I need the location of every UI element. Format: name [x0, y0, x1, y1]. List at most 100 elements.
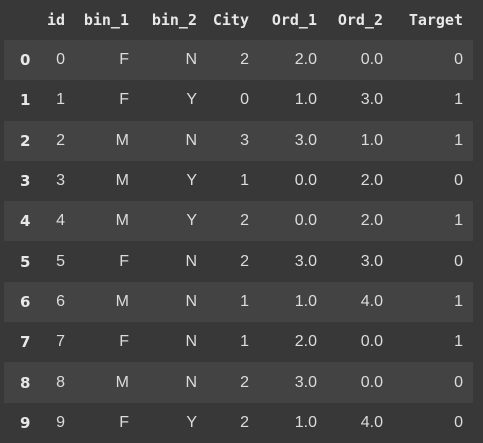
column-header: City	[212, 11, 249, 29]
row-index: 1	[20, 91, 31, 110]
row-index: 9	[20, 413, 31, 432]
table-cell: Y	[186, 413, 197, 431]
table-cell: 2.0	[294, 333, 317, 351]
table-cell: 1	[240, 292, 249, 310]
table-cell: 1	[454, 212, 463, 230]
table-row: 1 1 F Y 0 1.0 3.0 1	[4, 80, 473, 121]
column-header: Ord_2	[337, 11, 383, 29]
column-header: bin_2	[151, 11, 197, 29]
table-cell: N	[185, 252, 197, 270]
table-cell: 1	[56, 91, 65, 109]
table-cell: F	[119, 413, 129, 431]
table-cell: 0	[454, 51, 463, 69]
table-cell: M	[115, 212, 129, 230]
table-cell: 0	[454, 252, 463, 270]
table-cell: M	[115, 131, 129, 149]
table-cell: 0.0	[294, 212, 317, 230]
table-cell: 4	[56, 212, 65, 230]
table-cell: N	[185, 373, 197, 391]
table-cell: 0	[454, 373, 463, 391]
table-row: 9 9 F Y 2 1.0 4.0 0	[4, 402, 473, 443]
table-cell: 2	[240, 373, 249, 391]
table-row: 7 7 F N 1 2.0 0.0 1	[4, 322, 473, 363]
column-header: Target	[408, 11, 463, 29]
table-cell: N	[185, 333, 197, 351]
table-cell: 4.0	[360, 292, 383, 310]
row-index: 4	[20, 212, 31, 231]
table-row: 6 6 M N 1 1.0 4.0 1	[4, 281, 473, 323]
table-cell: 2	[240, 413, 249, 431]
table-cell: 0	[240, 91, 249, 109]
table-cell: 1	[240, 333, 249, 351]
table-cell: 1	[454, 131, 463, 149]
column-header: bin_1	[83, 11, 129, 29]
table-row: 8 8 M N 2 3.0 0.0 0	[4, 362, 473, 403]
table-cell: Y	[186, 172, 197, 190]
table-cell: 2.0	[360, 172, 383, 190]
table-cell: 8	[56, 373, 65, 391]
table-cell: F	[119, 51, 129, 69]
table-cell: 2	[240, 51, 249, 69]
table-cell: 4.0	[360, 413, 383, 431]
table-cell: 1.0	[360, 131, 383, 149]
table-row: 2 2 M N 3 3.0 1.0 1	[4, 120, 473, 161]
table-cell: 2.0	[294, 51, 317, 69]
row-index: 0	[20, 51, 31, 70]
dataframe-table: id bin_1 bin_2 City Ord_1 Ord_2 Target 0…	[4, 0, 473, 443]
table-cell: 0.0	[360, 51, 383, 69]
table-cell: 1.0	[294, 413, 317, 431]
table-cell: 0	[454, 413, 463, 431]
table-cell: 0.0	[294, 172, 317, 190]
table-cell: 1	[454, 292, 463, 310]
index-header	[4, 0, 40, 40]
table-cell: 0	[56, 51, 65, 69]
table-cell: F	[119, 252, 129, 270]
table-cell: 3	[56, 172, 65, 190]
column-header: Ord_1	[271, 11, 317, 29]
table-cell: 2	[240, 252, 249, 270]
table-cell: F	[119, 91, 129, 109]
table-cell: 1	[454, 91, 463, 109]
table-cell: 3.0	[294, 373, 317, 391]
table-row: 0 0 F N 2 2.0 0.0 0	[4, 40, 473, 81]
row-index: 8	[20, 373, 31, 392]
row-index: 3	[20, 172, 31, 191]
table-cell: 5	[56, 252, 65, 270]
table-cell: 1.0	[294, 91, 317, 109]
table-cell: N	[185, 131, 197, 149]
table-cell: M	[115, 172, 129, 190]
table-cell: 2.0	[360, 212, 383, 230]
table-cell: 1	[454, 333, 463, 351]
table-cell: 6	[56, 292, 65, 310]
table-row: 5 5 F N 2 3.0 3.0 0	[4, 241, 473, 282]
table-cell: F	[119, 333, 129, 351]
table-cell: Y	[186, 212, 197, 230]
table-cell: 3.0	[360, 91, 383, 109]
header-row: id bin_1 bin_2 City Ord_1 Ord_2 Target	[4, 0, 473, 40]
table-cell: 1.0	[294, 292, 317, 310]
table-cell: 0.0	[360, 373, 383, 391]
table-cell: 1	[240, 172, 249, 190]
table-cell: 0.0	[360, 333, 383, 351]
table-row: 3 3 M Y 1 0.0 2.0 0	[4, 160, 473, 202]
row-index: 6	[20, 292, 31, 311]
table-cell: M	[115, 373, 129, 391]
row-index: 5	[20, 252, 31, 271]
table-cell: 3.0	[294, 131, 317, 149]
table-cell: N	[185, 292, 197, 310]
table-cell: M	[115, 292, 129, 310]
row-index: 2	[20, 131, 31, 150]
table-cell: 2	[56, 131, 65, 149]
table-cell: N	[185, 51, 197, 69]
column-header: id	[46, 11, 65, 29]
table-cell: 3	[240, 131, 249, 149]
table-cell: 2	[240, 212, 249, 230]
table-cell: 9	[56, 413, 65, 431]
table-cell: 3.0	[360, 252, 383, 270]
table-cell: 7	[56, 333, 65, 351]
table-cell: 0	[454, 172, 463, 190]
row-index: 7	[20, 333, 31, 352]
table-cell: 3.0	[294, 252, 317, 270]
table-row: 4 4 M Y 2 0.0 2.0 1	[4, 201, 473, 242]
